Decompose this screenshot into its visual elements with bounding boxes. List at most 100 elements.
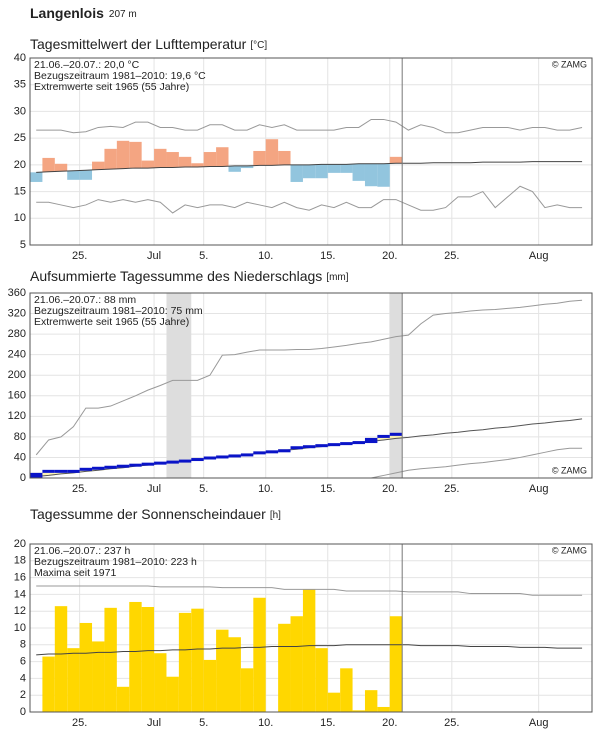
anomaly-bar: [228, 165, 241, 172]
x-tick-label: 15.: [320, 483, 335, 495]
x-tick-label: 25.: [444, 250, 459, 262]
anomaly-bar: [191, 163, 204, 167]
bar: [327, 692, 341, 712]
y-tick-label: 40: [14, 451, 26, 463]
bar: [79, 622, 93, 712]
y-tick-label: 18: [14, 555, 26, 567]
y-tick-label: 0: [20, 706, 26, 718]
cumulative-step: [191, 458, 204, 462]
copyright: © ZAMG: [552, 59, 587, 69]
x-tick-label: 10.: [258, 717, 273, 729]
cumulative-step: [166, 460, 179, 464]
cumulative-step: [42, 469, 55, 473]
x-tick-label: 15.: [320, 717, 335, 729]
annotation: 21.06.–20.07.: 20,0 °C: [34, 59, 140, 71]
y-tick-label: 30: [14, 105, 26, 117]
y-tick-label: 15: [14, 185, 26, 197]
bar: [141, 607, 155, 712]
max-line: [36, 118, 583, 134]
anomaly-bar: [327, 164, 341, 173]
cumulative-step: [327, 443, 341, 447]
plot-frame: [29, 57, 593, 246]
x-tick-label: 25.: [72, 250, 87, 262]
anomaly-bar: [352, 163, 365, 181]
shaded-range: [166, 293, 192, 478]
bar: [364, 690, 378, 712]
max-line: [36, 585, 583, 596]
x-tick-label: Jul: [147, 250, 161, 262]
copyright: © ZAMG: [552, 545, 587, 555]
chart-title: Tagesmittelwert der Lufttemperatur [°C]: [30, 36, 267, 52]
cumulative-step: [216, 455, 229, 459]
y-tick-label: 14: [14, 588, 26, 600]
bar: [315, 648, 328, 712]
annotation: 21.06.–20.07.: 88 mm: [34, 294, 136, 306]
cumulative-step: [178, 459, 192, 463]
x-tick-label: 10.: [258, 483, 273, 495]
cumulative-step: [278, 449, 291, 453]
x-tick-label: 15.: [320, 250, 335, 262]
y-tick-label: 20: [14, 538, 26, 550]
copyright: © ZAMG: [552, 465, 587, 475]
cumulative-step: [352, 441, 365, 445]
bar: [92, 641, 105, 712]
cumulative-step: [129, 463, 142, 467]
anomaly-bar: [290, 164, 303, 182]
y-tick-label: 10: [14, 212, 26, 224]
unit: [h]: [270, 510, 281, 521]
x-tick-label: Jul: [147, 717, 161, 729]
anomaly-bar: [154, 148, 167, 168]
y-tick-label: 0: [20, 472, 26, 484]
cumulative-step: [290, 446, 303, 450]
min-line: [36, 185, 583, 214]
x-tick-label: 20.: [382, 250, 397, 262]
bar: [42, 656, 55, 712]
anomaly-bar: [141, 160, 155, 169]
y-tick-label: 240: [8, 349, 26, 361]
annotation: 21.06.–20.07.: 237 h: [34, 545, 130, 557]
annotation: Bezugszeitraum 1981–2010: 75 mm: [34, 305, 203, 317]
min-line: [36, 447, 583, 479]
y-tick-label: 6: [20, 656, 26, 668]
y-tick-label: 200: [8, 369, 26, 381]
bar: [302, 589, 316, 712]
y-tick-label: 2: [20, 689, 26, 701]
bar: [340, 668, 353, 712]
anomaly-bar: [104, 148, 117, 170]
cumulative-step: [104, 465, 117, 469]
y-tick-label: 320: [8, 307, 26, 319]
elevation: 207 m: [109, 9, 137, 20]
cumulative-step: [154, 461, 167, 465]
x-tick-label: Jul: [147, 483, 161, 495]
title-text: Tagesmittelwert der Lufttemperatur: [30, 36, 247, 52]
bar: [377, 706, 390, 712]
unit: [mm]: [326, 272, 348, 283]
cumulative-step: [116, 464, 130, 468]
anomaly-bar: [315, 164, 328, 179]
y-tick-label: 360: [8, 287, 26, 299]
cumulative-step: [377, 434, 390, 438]
anomaly-bar: [278, 150, 291, 165]
annotation: Maxima seit 1971: [34, 567, 116, 579]
cumulative-step: [67, 469, 80, 473]
anomaly-bar: [178, 156, 192, 167]
plot-frame: [29, 292, 593, 479]
x-tick-label: 20.: [382, 483, 397, 495]
bar: [104, 607, 117, 712]
max-line: [35, 299, 583, 456]
bar: [228, 637, 241, 712]
anomaly-bar: [216, 147, 229, 167]
cumulative-step: [389, 432, 403, 436]
title-text: Aufsummierte Tagessumme des Niederschlag…: [30, 268, 322, 284]
cumulative-step: [240, 453, 254, 457]
y-tick-label: 120: [8, 410, 26, 422]
anomaly-bar: [389, 156, 403, 164]
anomaly-bar: [116, 140, 130, 169]
x-tick-label: 25.: [444, 717, 459, 729]
bar: [67, 648, 80, 712]
y-tick-label: 10: [14, 622, 26, 634]
y-tick-label: 160: [8, 390, 26, 402]
deviation-fill: [54, 472, 68, 474]
cumulative-step: [265, 450, 279, 454]
anomaly-bar: [79, 170, 93, 180]
